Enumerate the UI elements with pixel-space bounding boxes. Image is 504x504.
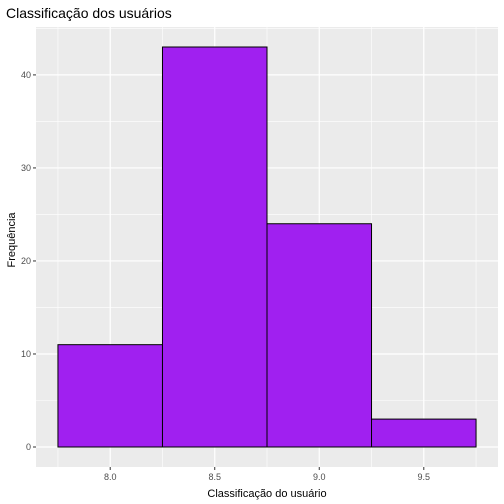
x-tick-label: 9.5	[418, 472, 431, 482]
x-tick-label: 8.0	[104, 472, 117, 482]
histogram-bars	[57, 46, 477, 448]
histogram-bar	[371, 418, 477, 448]
y-axis-title: Frequência	[6, 212, 18, 268]
histogram-bar	[57, 344, 163, 448]
y-tick-label: 20	[21, 256, 31, 266]
y-axis: 0 10 20 30 40	[21, 70, 36, 452]
x-axis-title: Classificação do usuário	[207, 488, 326, 500]
x-tick-label: 9.0	[313, 472, 326, 482]
y-tick-label: 0	[26, 442, 31, 452]
y-tick-label: 40	[21, 70, 31, 80]
y-tick-label: 10	[21, 349, 31, 359]
histogram-bar	[161, 46, 268, 448]
chart-title: Classificação dos usuários	[6, 5, 172, 21]
histogram-bar	[266, 223, 373, 448]
x-axis: 8.0 8.5 9.0 9.5	[104, 467, 430, 482]
y-tick-label: 30	[21, 163, 31, 173]
x-tick-label: 8.5	[208, 472, 221, 482]
